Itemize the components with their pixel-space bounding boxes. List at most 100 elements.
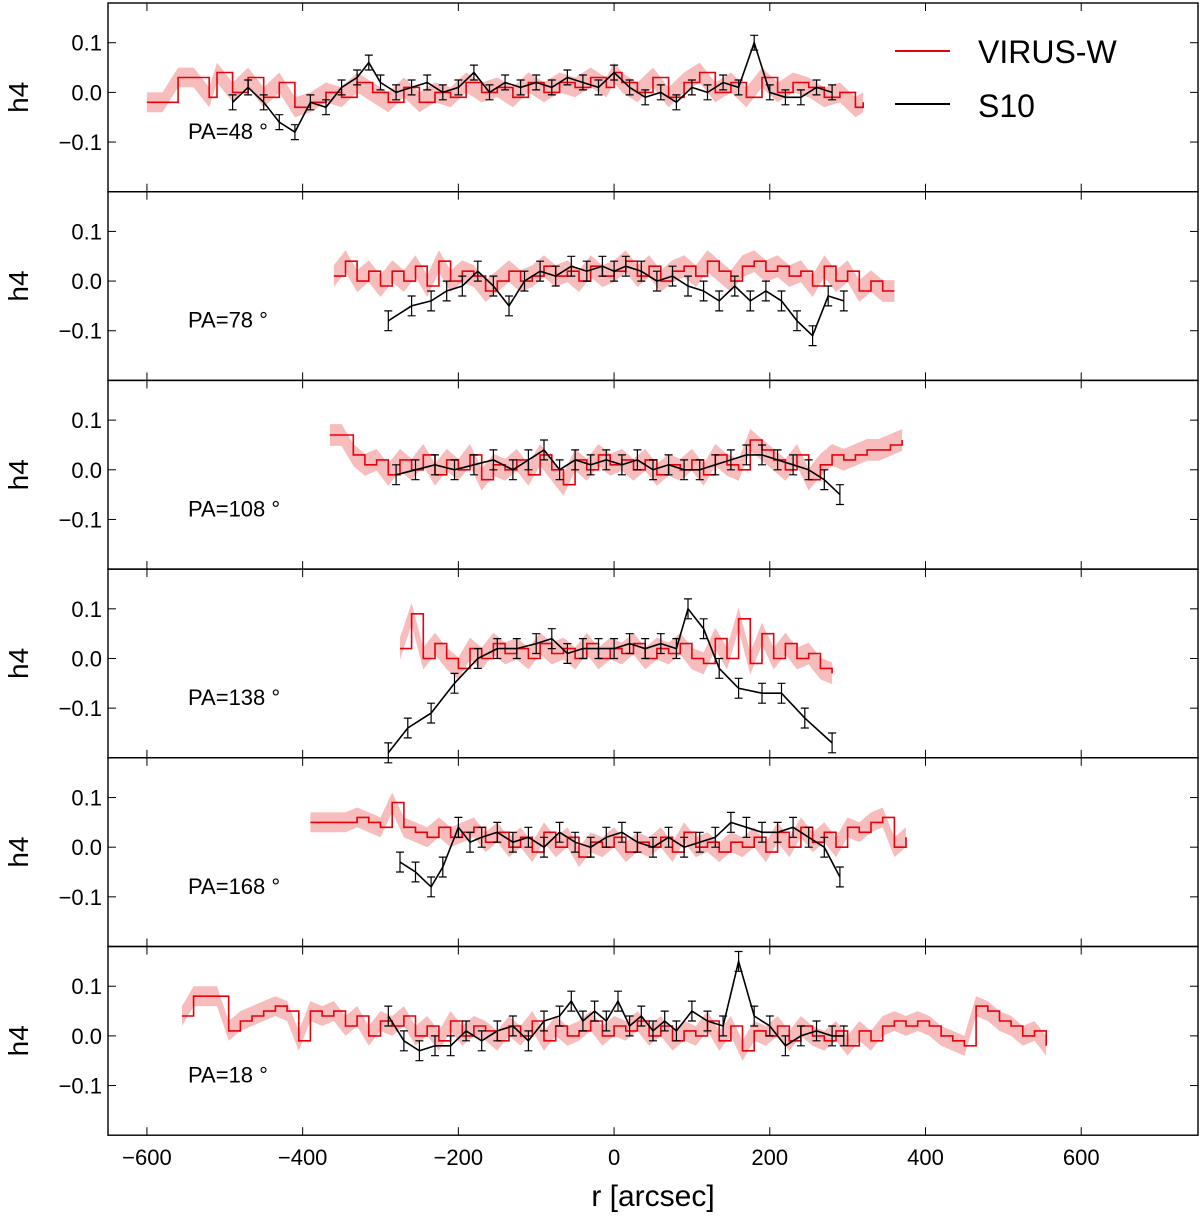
s10-errorbar-3-6: [489, 449, 498, 471]
s10-errorbar-3-21: [726, 449, 735, 471]
s10-errorbar-4-12: [594, 638, 603, 660]
s10-line-1: [232, 40, 833, 134]
s10-errorbar-4-24: [800, 707, 809, 729]
s10-errorbar-4-17: [672, 638, 681, 660]
s10-errorbar-4-14: [625, 633, 634, 655]
s10-errorbar-5-3: [427, 876, 436, 898]
s10-errorbar-1-13: [407, 79, 416, 96]
y-tick-label-5-3: −0.1: [59, 885, 102, 910]
s10-errorbar-2-5: [458, 275, 467, 297]
y-tick-label-2-1: 0.1: [71, 219, 102, 244]
s10-errorbar-6-9: [508, 1015, 517, 1037]
s10-errorbar-1-35: [750, 34, 759, 51]
s10-errorbar-6-13: [567, 990, 576, 1012]
s10-errorbar-1-7: [322, 99, 330, 116]
s10-errorbar-5-26: [773, 821, 782, 843]
s10-errorbar-2-9: [520, 270, 529, 292]
panel-frame-4: [107, 568, 1199, 759]
s10-errorbar-6-31: [812, 1020, 821, 1042]
panel-label-2: PA=78 °: [188, 308, 268, 333]
panel-5: 0.1 0.0 −0.1 h4 PA=168 °: [3, 757, 1199, 948]
s10-errorbar-4-4: [450, 672, 459, 694]
s10-errorbar-1-21: [532, 74, 541, 91]
s10-errorbar-6-12: [555, 1005, 564, 1027]
panel-label-6: PA=18 °: [188, 1063, 268, 1088]
y-tick-label-3-3: −0.1: [59, 507, 102, 532]
s10-errorbar-2-25: [761, 280, 770, 302]
s10-errorbar-3-24: [773, 449, 782, 471]
virus-line-5: [310, 801, 907, 858]
panel-label-4: PA=138 °: [188, 685, 280, 710]
s10-errorbar-6-25: [719, 1015, 728, 1037]
panel-1: 0.1 0.0 −0.1 h4 PA=48 °: [3, 2, 1199, 193]
s10-errorbar-2-28: [808, 325, 817, 347]
s10-errorbar-4-25: [828, 732, 837, 754]
s10-errorbar-1-11: [376, 74, 385, 91]
s10-errorbar-5-12: [555, 821, 564, 843]
s10-errorbar-2-3: [427, 290, 436, 312]
s10-errorbar-4-20: [715, 657, 724, 679]
s10-errorbar-2-26: [777, 290, 786, 312]
s10-errorbar-2-16: [621, 255, 630, 277]
s10-errorbar-6-18: [625, 1015, 634, 1037]
s10-errorbar-4-8: [532, 633, 541, 655]
s10-errorbar-5-24: [742, 816, 751, 838]
s10-errorbar-1-4: [275, 114, 284, 131]
y-tick-label-2-3: −0.1: [59, 319, 102, 344]
s10-errorbar-3-15: [633, 449, 642, 471]
s10-errorbar-6-30: [796, 1025, 805, 1047]
s10-errorbar-5-14: [586, 836, 595, 858]
s10-errorbar-6-26: [734, 950, 743, 972]
y-axis-label-4: h4: [3, 648, 34, 679]
s10-errorbar-1-5: [290, 124, 299, 141]
legend-label-virus: VIRUS-W: [978, 34, 1117, 70]
s10-errorbar-2-27: [793, 310, 801, 332]
s10-errorbar-5-20: [680, 836, 689, 858]
s10-errorbar-3-18: [680, 459, 689, 481]
s10-errorbar-6-33: [839, 1025, 848, 1047]
s10-errorbar-2-15: [610, 260, 619, 282]
s10-errorbar-2-21: [699, 280, 708, 302]
s10-errorbar-3-22: [742, 444, 751, 466]
s10-errorbar-6-32: [828, 1025, 837, 1047]
s10-errorbar-3-13: [602, 449, 611, 471]
s10-errorbar-1-12: [392, 84, 401, 101]
y-tick-label-4-3: −0.1: [59, 696, 102, 721]
s10-errorbar-3-16: [649, 459, 657, 481]
s10-errorbar-5-30: [835, 866, 844, 888]
s10-errorbar-1-38: [796, 89, 805, 106]
s10-errorbar-1-29: [656, 84, 665, 101]
s10-errorbar-3-23: [758, 444, 766, 466]
s10-errorbar-6-24: [703, 1010, 712, 1032]
y-axis-label-6: h4: [3, 1025, 34, 1056]
s10-errorbar-5-13: [571, 831, 580, 853]
y-tick-label-1-2: 0.0: [71, 80, 102, 105]
s10-errorbar-6-11: [540, 1010, 548, 1032]
x-tick-label-5: 200: [751, 1145, 788, 1170]
s10-errorbar-1-37: [781, 89, 790, 106]
s10-errorbar-1-34: [734, 79, 743, 96]
y-tick-label-5-2: 0.0: [71, 835, 102, 860]
s10-errorbar-1-10: [364, 54, 373, 71]
y-tick-label-3-2: 0.0: [71, 458, 102, 483]
s10-errorbar-3-4: [450, 459, 459, 481]
s10-errorbar-3-10: [555, 459, 564, 481]
s10-errorbar-1-28: [641, 89, 650, 106]
s10-errorbar-5-8: [493, 821, 502, 843]
s10-errorbar-4-5: [473, 648, 482, 669]
s10-errorbar-5-23: [726, 811, 735, 833]
panel-label-3: PA=108 °: [188, 496, 280, 521]
s10-errorbar-6-27: [750, 1005, 759, 1027]
virus-band-3: [329, 424, 903, 496]
s10-errorbar-3-7: [508, 459, 517, 481]
s10-errorbar-2-10: [536, 260, 545, 282]
s10-errorbar-3-17: [664, 454, 673, 476]
s10-errorbar-1-18: [485, 84, 494, 101]
s10-errorbar-5-7: [477, 826, 486, 848]
virus-band-5: [310, 792, 906, 867]
s10-errorbar-4-23: [777, 682, 786, 704]
virus-line-6: [182, 995, 1047, 1052]
panel-2: 0.1 0.0 −0.1 h4 PA=78 °: [3, 190, 1199, 382]
s10-errorbar-1-14: [423, 74, 432, 91]
